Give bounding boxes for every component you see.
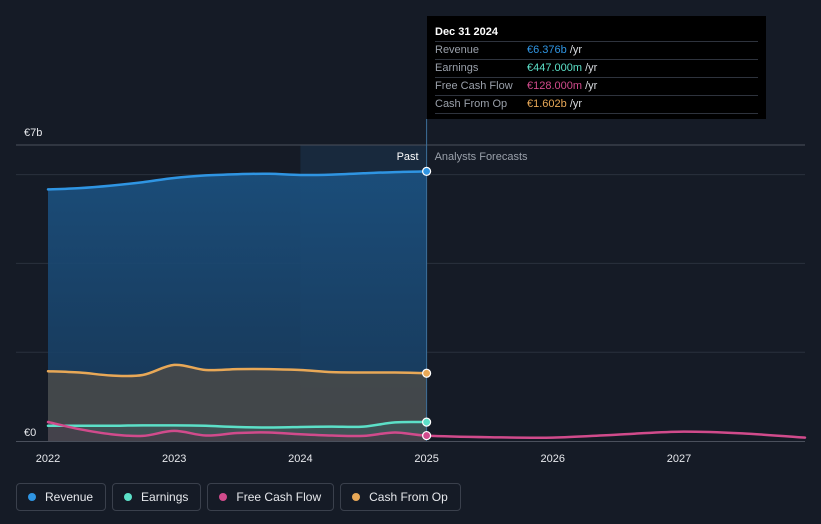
- legend-dot-icon: [28, 493, 36, 501]
- tooltip-label: Earnings: [435, 62, 479, 74]
- tooltip-row-fcf: Free Cash Flow €128.000m /yr: [435, 78, 758, 96]
- legend-item-revenue[interactable]: Revenue: [16, 483, 107, 511]
- fcf-line: [46, 420, 807, 439]
- tooltip-row-earnings: Earnings €447.000m /yr: [435, 60, 758, 78]
- tooltip: Dec 31 2024 Revenue €6.376b /yr Earnings…: [427, 16, 766, 119]
- tooltip-row-revenue: Revenue €6.376b /yr: [435, 42, 758, 60]
- legend-label: Free Cash Flow: [236, 490, 322, 504]
- cfo-marker[interactable]: [422, 368, 432, 378]
- series-lines: [46, 170, 807, 439]
- past-label: Past: [397, 151, 419, 163]
- tooltip-value: €1.602b /yr: [527, 98, 583, 110]
- earnings-line: [46, 420, 428, 429]
- series-end-markers: [422, 166, 432, 441]
- tooltip-value: €447.000m /yr: [527, 62, 598, 74]
- earnings-marker[interactable]: [422, 417, 432, 427]
- tooltip-label: Revenue: [435, 44, 480, 56]
- cfo-line: [46, 363, 428, 378]
- legend-label: Revenue: [45, 490, 94, 504]
- x-tick-label: 2022: [36, 453, 60, 465]
- cfo-area: [48, 364, 427, 441]
- tooltip-row-cfo: Cash From Op €1.602b /yr: [435, 96, 758, 114]
- x-axis-ticks: 2022 2023 2024 2025 2026 2027: [36, 453, 691, 465]
- revenue-line: [46, 170, 428, 191]
- tooltip-value: €128.000m /yr: [527, 80, 598, 92]
- legend-item-free-cash-flow[interactable]: Free Cash Flow: [207, 483, 335, 511]
- y-axis-top-label: €7b: [24, 127, 42, 139]
- legend-dot-icon: [219, 493, 228, 501]
- series-areas: [48, 171, 427, 441]
- legend-dot-icon: [124, 493, 133, 501]
- tooltip-label: Cash From Op: [435, 98, 508, 110]
- legend-dot-icon: [352, 493, 361, 501]
- legend-label: Earnings: [141, 490, 189, 504]
- forecast-label: Analysts Forecasts: [435, 151, 528, 163]
- tooltip-title: Dec 31 2024: [435, 24, 758, 42]
- legend: Revenue Earnings Free Cash Flow Cash Fro…: [16, 483, 461, 511]
- x-tick-label: 2025: [414, 453, 438, 465]
- tooltip-value: €6.376b /yr: [527, 44, 583, 56]
- tooltip-label: Free Cash Flow: [435, 80, 513, 92]
- legend-item-earnings[interactable]: Earnings: [112, 483, 202, 511]
- revenue-marker[interactable]: [422, 166, 432, 176]
- x-tick-label: 2027: [667, 453, 691, 465]
- fcf-marker[interactable]: [422, 430, 432, 441]
- x-tick-label: 2023: [162, 453, 186, 465]
- x-tick-label: 2026: [541, 453, 565, 465]
- legend-label: Cash From Op: [369, 490, 448, 504]
- legend-item-cash-from-op[interactable]: Cash From Op: [340, 483, 461, 511]
- y-axis-bottom-label: €0: [24, 427, 36, 439]
- x-tick-label: 2024: [288, 453, 312, 465]
